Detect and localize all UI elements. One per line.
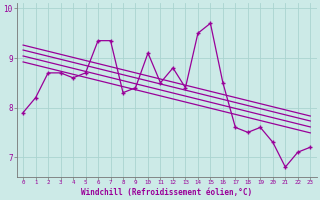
X-axis label: Windchill (Refroidissement éolien,°C): Windchill (Refroidissement éolien,°C) [81, 188, 252, 197]
